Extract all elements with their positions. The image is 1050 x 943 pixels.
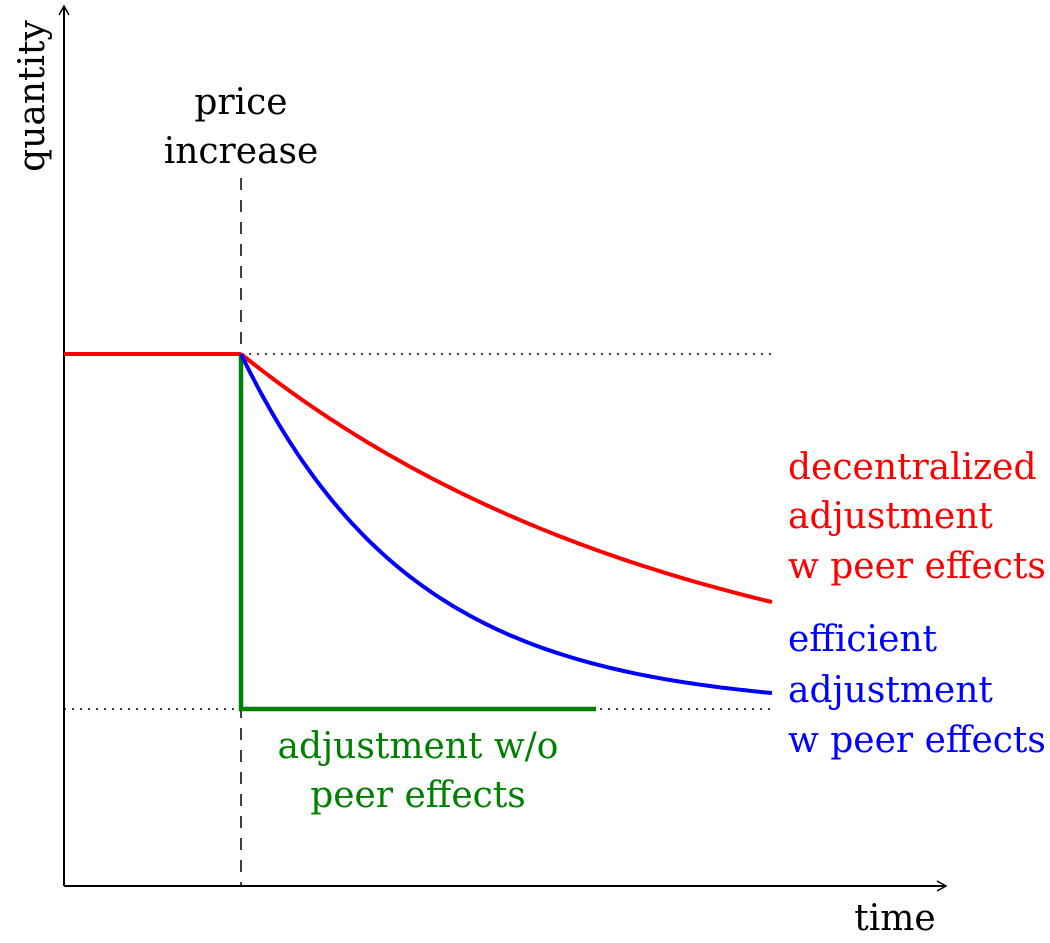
- y-axis-label: quantity: [12, 20, 53, 172]
- decentralized-label-line1: decentralized: [788, 447, 1036, 488]
- decentralized-label-line3: w peer effects: [788, 546, 1046, 587]
- price-increase-label-line1: price: [194, 82, 287, 123]
- x-axis-label: time: [854, 898, 935, 939]
- efficient-label-line3: w peer effects: [788, 720, 1046, 761]
- price-increase-label-line2: increase: [164, 131, 319, 172]
- decentralized-label-line2: adjustment: [788, 496, 993, 537]
- efficient-label-line2: adjustment: [788, 670, 993, 711]
- no-peer-label-line2: peer effects: [310, 775, 526, 816]
- decentralized-adjustment-curve: [239, 352, 773, 605]
- efficient-label-line1: efficient: [788, 619, 938, 660]
- no-peer-label-line1: adjustment w/o: [278, 726, 559, 767]
- no-peer-adjustment-curve: [238, 354, 596, 712]
- efficient-adjustment-curve: [239, 353, 773, 695]
